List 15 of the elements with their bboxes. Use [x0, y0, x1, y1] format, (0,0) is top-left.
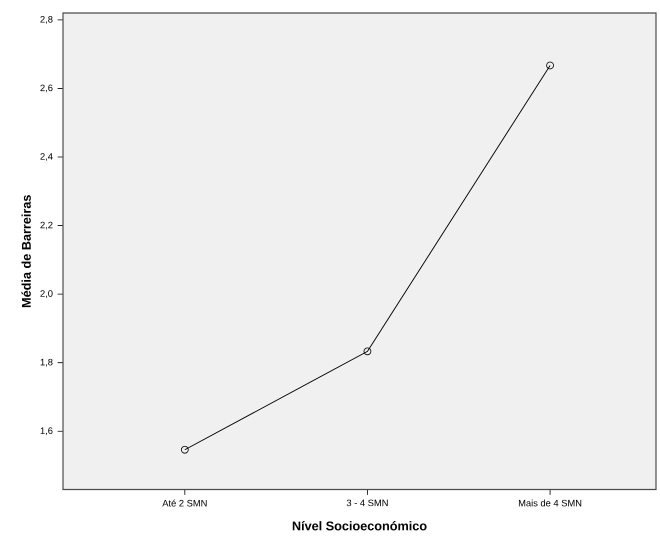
x-tick-label: Mais de 4 SMN [518, 500, 582, 506]
y-tick-label: 2,6 [40, 84, 53, 92]
x-tick-label: 3 - 4 SMN [346, 500, 388, 506]
y-tick-label: 2,2 [40, 222, 52, 230]
y-tick-label: 1,8 [40, 358, 53, 367]
y-tick-label: 2,4 [40, 153, 53, 161]
point [180, 446, 189, 454]
y-tick-label: 2,8 [40, 16, 53, 24]
x-axis-title: Nível Socioeconómico [292, 521, 427, 530]
y-tick-label: 1,6 [40, 427, 53, 436]
point [546, 62, 554, 70]
x-tick-label: Até 2 SMN [162, 500, 207, 507]
point [364, 347, 372, 356]
y-axis-title: Média de Barreiras [21, 195, 31, 308]
y-tick-label: 2,0 [40, 290, 53, 298]
